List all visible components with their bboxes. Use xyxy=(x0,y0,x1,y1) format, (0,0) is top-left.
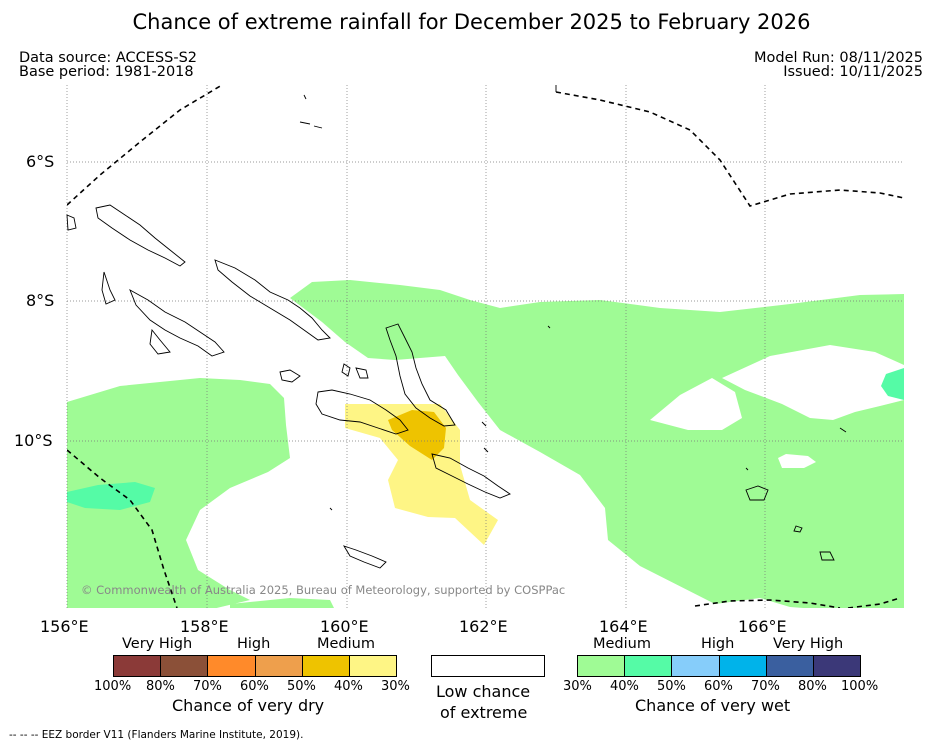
coastlines xyxy=(66,85,847,569)
dry-swatch-0 xyxy=(114,656,161,676)
wet-tick-30: 30% xyxy=(563,679,592,694)
dry-tick-30: 30% xyxy=(381,679,410,694)
copyright-notice: © Commonwealth of Australia 2025, Bureau… xyxy=(81,583,566,597)
lon-tick-162: 162°E xyxy=(459,617,508,636)
dry-swatch-2 xyxy=(207,656,255,676)
wet-legend-title: Chance of very wet xyxy=(635,696,791,715)
issued-label: Issued: 10/11/2025 xyxy=(783,64,923,80)
eez-borders xyxy=(67,85,904,608)
low-chance-swatch xyxy=(431,655,545,677)
eez-footnote: -- -- -- EEZ border V11 (Flanders Marine… xyxy=(9,729,304,741)
wet-swatch-3 xyxy=(718,656,766,676)
wet-header-very-high: Very High xyxy=(773,636,844,652)
lon-tick-158: 158°E xyxy=(180,617,229,636)
wet-tick-40: 40% xyxy=(610,679,639,694)
data-source-label: Data source: ACCESS-S2 xyxy=(19,50,198,66)
dry-header-very-high: Very High xyxy=(122,636,193,652)
lat-tick-10s: 10°S xyxy=(14,431,53,450)
lat-tick-6s: 6°S xyxy=(26,152,55,171)
wet-swatch-5 xyxy=(812,656,861,676)
lon-tick-160: 160°E xyxy=(320,617,369,636)
dry-colorbar xyxy=(113,655,397,677)
dry-tick-40: 40% xyxy=(334,679,363,694)
dry-header-high: High xyxy=(237,636,271,652)
dry-swatch-3 xyxy=(254,656,302,676)
dry-tick-50: 50% xyxy=(287,679,316,694)
dry-header-medium: Medium xyxy=(317,636,375,652)
dry-swatch-1 xyxy=(160,656,208,676)
low-chance-line2: of extreme xyxy=(440,703,528,722)
wet-medium-regions xyxy=(67,280,904,608)
wet-colorbar xyxy=(577,655,861,677)
dry-swatch-5 xyxy=(348,656,397,676)
wet-tick-70: 70% xyxy=(751,679,780,694)
base-period-label: Base period: 1981-2018 xyxy=(19,64,194,80)
wet-swatch-1 xyxy=(624,656,672,676)
dry-medium-region xyxy=(345,404,498,545)
wet-header-high: High xyxy=(701,636,735,652)
dry-tick-80: 80% xyxy=(146,679,175,694)
lon-tick-156: 156°E xyxy=(40,617,89,636)
graticule xyxy=(66,85,904,608)
no-signal-holes xyxy=(650,345,904,468)
wet-swatch-4 xyxy=(765,656,813,676)
low-chance-line1: Low chance xyxy=(436,682,531,701)
dry-tick-100: 100% xyxy=(94,679,132,694)
wet-tick-60: 60% xyxy=(704,679,733,694)
wet-swatch-0 xyxy=(578,656,625,676)
lon-tick-166: 166°E xyxy=(738,617,787,636)
wet-swatch-2 xyxy=(671,656,719,676)
dry-tick-60: 60% xyxy=(240,679,269,694)
map-title: Chance of extreme rainfall for December … xyxy=(132,10,811,34)
dry-swatch-4 xyxy=(301,656,349,676)
dry-tick-70: 70% xyxy=(193,679,222,694)
wet-tick-100: 100% xyxy=(841,679,879,694)
wet-tick-50: 50% xyxy=(657,679,686,694)
wet-tick-80: 80% xyxy=(798,679,827,694)
lon-tick-164: 164°E xyxy=(599,617,648,636)
lat-tick-8s: 8°S xyxy=(26,291,55,310)
model-run-label: Model Run: 08/11/2025 xyxy=(753,50,923,66)
wet-header-medium: Medium xyxy=(593,636,651,652)
dry-legend-title: Chance of very dry xyxy=(172,696,325,715)
